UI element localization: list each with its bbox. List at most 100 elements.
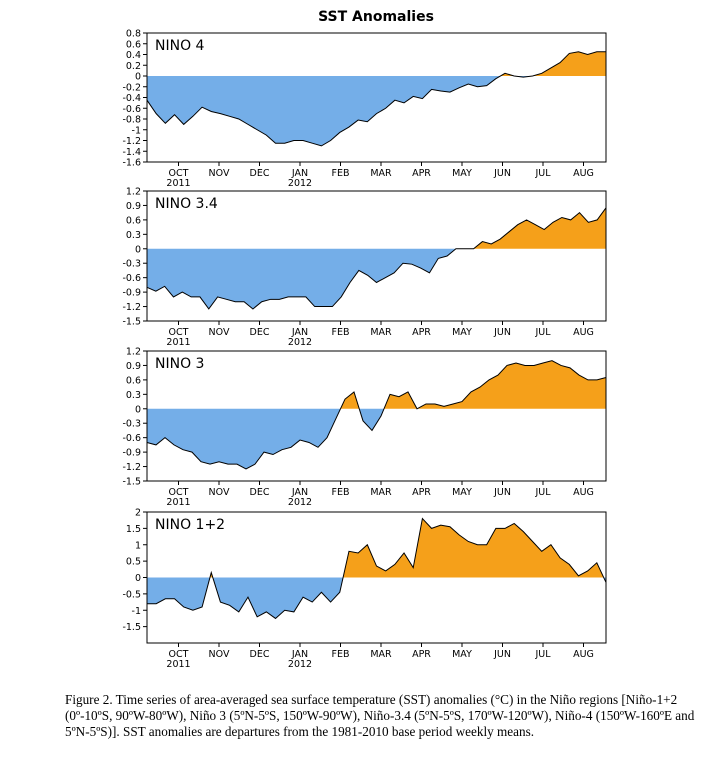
nino34-plot-frame <box>146 190 607 322</box>
nino4-month-label: FEB <box>332 168 350 179</box>
nino34-month-label: JAN <box>291 327 308 338</box>
nino4-month-label: DEC <box>250 168 270 179</box>
nino34-year-label: 2012 <box>288 337 312 348</box>
nino12-panel-title: NINO 1+2 <box>155 517 225 533</box>
nino4-month-label: JUL <box>534 168 551 179</box>
nino12-month-label: AUG <box>573 649 594 660</box>
nino4-y-tick-label: -1.6 <box>122 158 141 169</box>
nino3-panel: 1.2 0.9 0.6 0.3 0 -0.3 -0.6 -0.9 -1.2 -1.5 OCT2011… <box>122 347 607 508</box>
nino34-month-label: OCT <box>169 327 189 338</box>
nino34-y-tick-label: -0.9 <box>122 288 141 299</box>
nino3-month-label: AUG <box>573 487 594 498</box>
nino12-y-tick-label: -1.5 <box>122 622 141 633</box>
nino4-y-tick-label: 0.6 <box>126 39 141 50</box>
nino3-month-label: JUL <box>534 487 551 498</box>
nino4-y-tick-label: 0.2 <box>126 61 141 72</box>
nino3-y-tick-label: -1.2 <box>122 462 141 473</box>
nino34-month-label: FEB <box>332 327 350 338</box>
nino3-negative-area <box>147 408 417 469</box>
nino34-month-label: MAR <box>370 327 392 338</box>
nino4-series-line <box>146 51 606 147</box>
nino4-month-label: JAN <box>291 168 308 179</box>
nino34-month-label: DEC <box>250 327 270 338</box>
nino3-y-tick-label: -0.3 <box>122 419 141 430</box>
nino4-month-label: APR <box>412 168 431 179</box>
nino3-month-label: NOV <box>209 487 230 498</box>
nino34-month-label: JUL <box>534 327 551 338</box>
nino34-y-tick-label: -1.5 <box>122 317 141 328</box>
nino12-year-label: 2012 <box>288 659 312 670</box>
nino12-y-tick-label: 0 <box>135 573 141 584</box>
nino12-year-label: 2011 <box>166 659 190 670</box>
nino3-y-tick-label: -1.5 <box>122 477 141 488</box>
nino4-negative-area <box>147 76 533 146</box>
nino3-month-label: JAN <box>291 487 308 498</box>
figure-caption: Figure 2. Time series of area-averaged s… <box>65 692 695 739</box>
nino4-y-tick-label: -0.6 <box>122 104 141 115</box>
nino12-positive-area <box>209 518 604 578</box>
nino34-month-label: AUG <box>573 327 594 338</box>
nino4-y-tick-label: 0 <box>135 72 141 83</box>
nino4-panel: 0.80.60.40.20-0.2-0.4-0.6-0.8-1-1.2-1.4-… <box>122 29 607 189</box>
nino34-y-tick-label: 1.2 <box>126 187 141 198</box>
nino12-y-tick-label: 1.5 <box>126 524 141 535</box>
nino12-y-tick-label: -0.5 <box>122 589 141 600</box>
nino3-month-label: FEB <box>332 487 350 498</box>
nino12-month-label: FEB <box>332 649 350 660</box>
nino3-month-label: JUN <box>493 487 511 498</box>
nino3-y-tick-label: 0 <box>135 404 141 415</box>
figure-title: SST Anomalies <box>318 9 434 25</box>
nino34-month-label: NOV <box>209 327 230 338</box>
nino12-month-label: APR <box>412 649 431 660</box>
nino34-y-tick-label: -0.6 <box>122 273 141 284</box>
nino12-y-tick-label: 0.5 <box>126 557 141 568</box>
nino12-series-line <box>147 517 607 620</box>
nino12-month-label: MAY <box>452 649 472 660</box>
nino3-plot-frame <box>146 350 607 482</box>
nino34-year-label: 2011 <box>166 337 190 348</box>
nino4-month-label: JUN <box>493 168 511 179</box>
nino4-y-tick-label: -1.2 <box>122 136 141 147</box>
nino4-month-label: OCT <box>169 168 189 179</box>
nino12-month-label: JUL <box>534 649 551 660</box>
nino4-positive-area <box>500 51 606 76</box>
nino34-y-tick-label: -0.3 <box>122 259 141 270</box>
nino4-month-label: MAR <box>370 168 392 179</box>
nino4-month-label: AUG <box>573 168 594 179</box>
nino4-year-label: 2011 <box>166 178 190 189</box>
nino34-month-label: JUN <box>493 327 511 338</box>
nino4-y-tick-label: -0.8 <box>122 115 141 126</box>
sst-anomalies-figure: SST Anomalies 0.80.60.40.20-0.2-0.4-0.6-… <box>122 9 607 670</box>
nino4-year-label: 2012 <box>288 178 312 189</box>
nino3-y-tick-label: 0.3 <box>126 390 141 401</box>
nino3-month-label: MAY <box>452 487 472 498</box>
nino34-negative-area <box>147 248 474 309</box>
nino12-month-label: NOV <box>209 649 230 660</box>
nino3-positive-area <box>340 360 606 409</box>
nino4-y-tick-label: -1.4 <box>122 147 141 158</box>
nino3-month-label: MAR <box>370 487 392 498</box>
nino3-month-label: OCT <box>169 487 189 498</box>
nino12-negative-area <box>147 577 606 619</box>
nino3-panel-title: NINO 3 <box>155 356 204 372</box>
nino34-panel: 1.2 0.9 0.6 0.3 0 -0.3 -0.6 -0.9 -1.2 -1.5 OCT2011… <box>122 187 607 348</box>
nino34-series-line <box>146 207 607 310</box>
nino3-y-tick-label: -0.6 <box>122 433 141 444</box>
nino34-month-label: APR <box>412 327 431 338</box>
nino34-month-label: MAY <box>452 327 472 338</box>
nino3-year-label: 2011 <box>166 497 190 508</box>
nino3-month-label: DEC <box>250 487 270 498</box>
nino3-month-label: APR <box>412 487 431 498</box>
nino12-y-tick-label: 2 <box>135 508 141 519</box>
nino34-y-tick-label: 0 <box>135 244 141 255</box>
nino3-y-tick-label: 0.6 <box>126 375 141 386</box>
nino34-y-tick-label: 0.3 <box>126 230 141 241</box>
nino3-y-tick-label: -0.9 <box>122 448 141 459</box>
nino12-y-tick-label: 1 <box>135 540 141 551</box>
nino4-month-label: MAY <box>452 168 472 179</box>
nino34-y-tick-label: -1.2 <box>122 302 141 313</box>
nino4-y-tick-label: 0.4 <box>126 50 141 61</box>
nino34-y-tick-label: 0.9 <box>126 201 141 212</box>
nino12-y-tick-label: -1 <box>132 606 141 617</box>
